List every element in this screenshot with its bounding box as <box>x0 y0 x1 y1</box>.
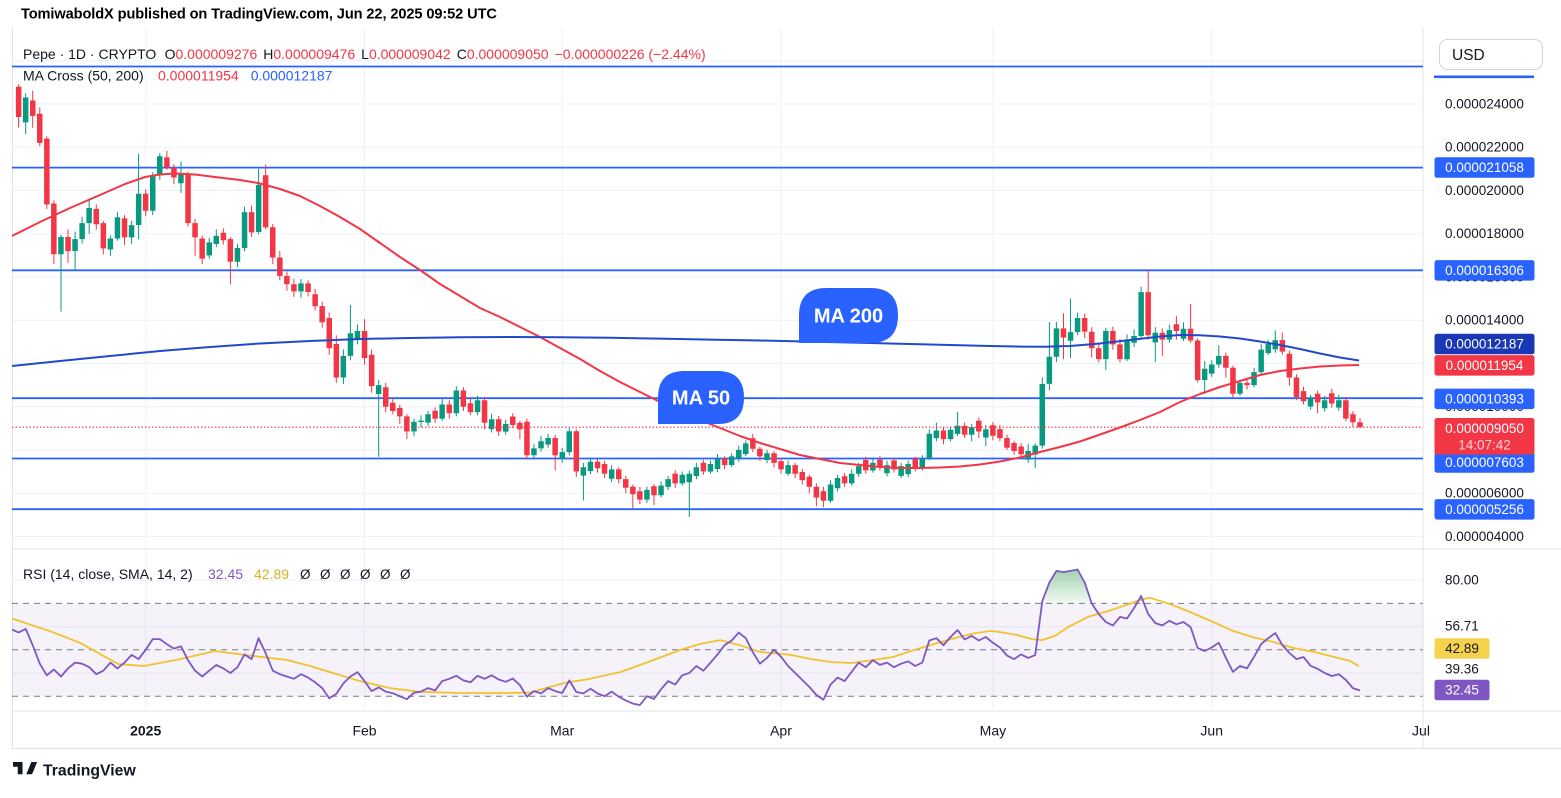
svg-text:0.000020000: 0.000020000 <box>1445 183 1524 198</box>
svg-text:Apr: Apr <box>770 723 792 739</box>
svg-text:0.000007603: 0.000007603 <box>1445 455 1524 470</box>
svg-text:0.000014000: 0.000014000 <box>1445 313 1524 328</box>
svg-text:56.71: 56.71 <box>1445 619 1479 634</box>
svg-text:0.000006000: 0.000006000 <box>1445 486 1524 501</box>
svg-text:Feb: Feb <box>352 723 376 739</box>
svg-text:2025: 2025 <box>130 723 161 739</box>
svg-text:0.000018000: 0.000018000 <box>1445 226 1524 241</box>
svg-text:0.000005256: 0.000005256 <box>1445 502 1524 517</box>
svg-text:Mar: Mar <box>550 723 574 739</box>
svg-text:0.000009050: 0.000009050 <box>1445 421 1524 436</box>
svg-text:0.000004000: 0.000004000 <box>1445 529 1524 544</box>
svg-text:0.000021058: 0.000021058 <box>1445 160 1524 175</box>
svg-text:0.000016306: 0.000016306 <box>1445 263 1524 278</box>
svg-text:Jul: Jul <box>1412 723 1430 739</box>
svg-text:42.89: 42.89 <box>1445 641 1479 656</box>
svg-text:USD: USD <box>1452 47 1485 64</box>
svg-text:0.000012187: 0.000012187 <box>1445 337 1524 352</box>
svg-text:0.000011954: 0.000011954 <box>1446 358 1524 373</box>
svg-text:TradingView: TradingView <box>43 762 136 779</box>
svg-text:TomiwaboldX published on Tradi: TomiwaboldX published on TradingView.com… <box>21 7 497 23</box>
svg-text:MA 200: MA 200 <box>814 306 883 328</box>
svg-text:0.000022000: 0.000022000 <box>1445 140 1524 155</box>
svg-text:0.000024000: 0.000024000 <box>1445 97 1524 112</box>
svg-text:39.36: 39.36 <box>1445 662 1479 677</box>
svg-text:80.00: 80.00 <box>1445 573 1479 588</box>
svg-text:Jun: Jun <box>1200 723 1223 739</box>
svg-text:RSI (14, close, SMA, 14, 2)32.: RSI (14, close, SMA, 14, 2) 32.45 42.89 ØØØ… <box>23 566 420 582</box>
svg-text:14:07:42: 14:07:42 <box>1458 438 1511 453</box>
svg-text:0.000010393: 0.000010393 <box>1445 391 1524 406</box>
svg-text:32.45: 32.45 <box>1445 683 1479 698</box>
svg-text:MA 50: MA 50 <box>672 388 730 410</box>
svg-text:May: May <box>980 723 1006 739</box>
